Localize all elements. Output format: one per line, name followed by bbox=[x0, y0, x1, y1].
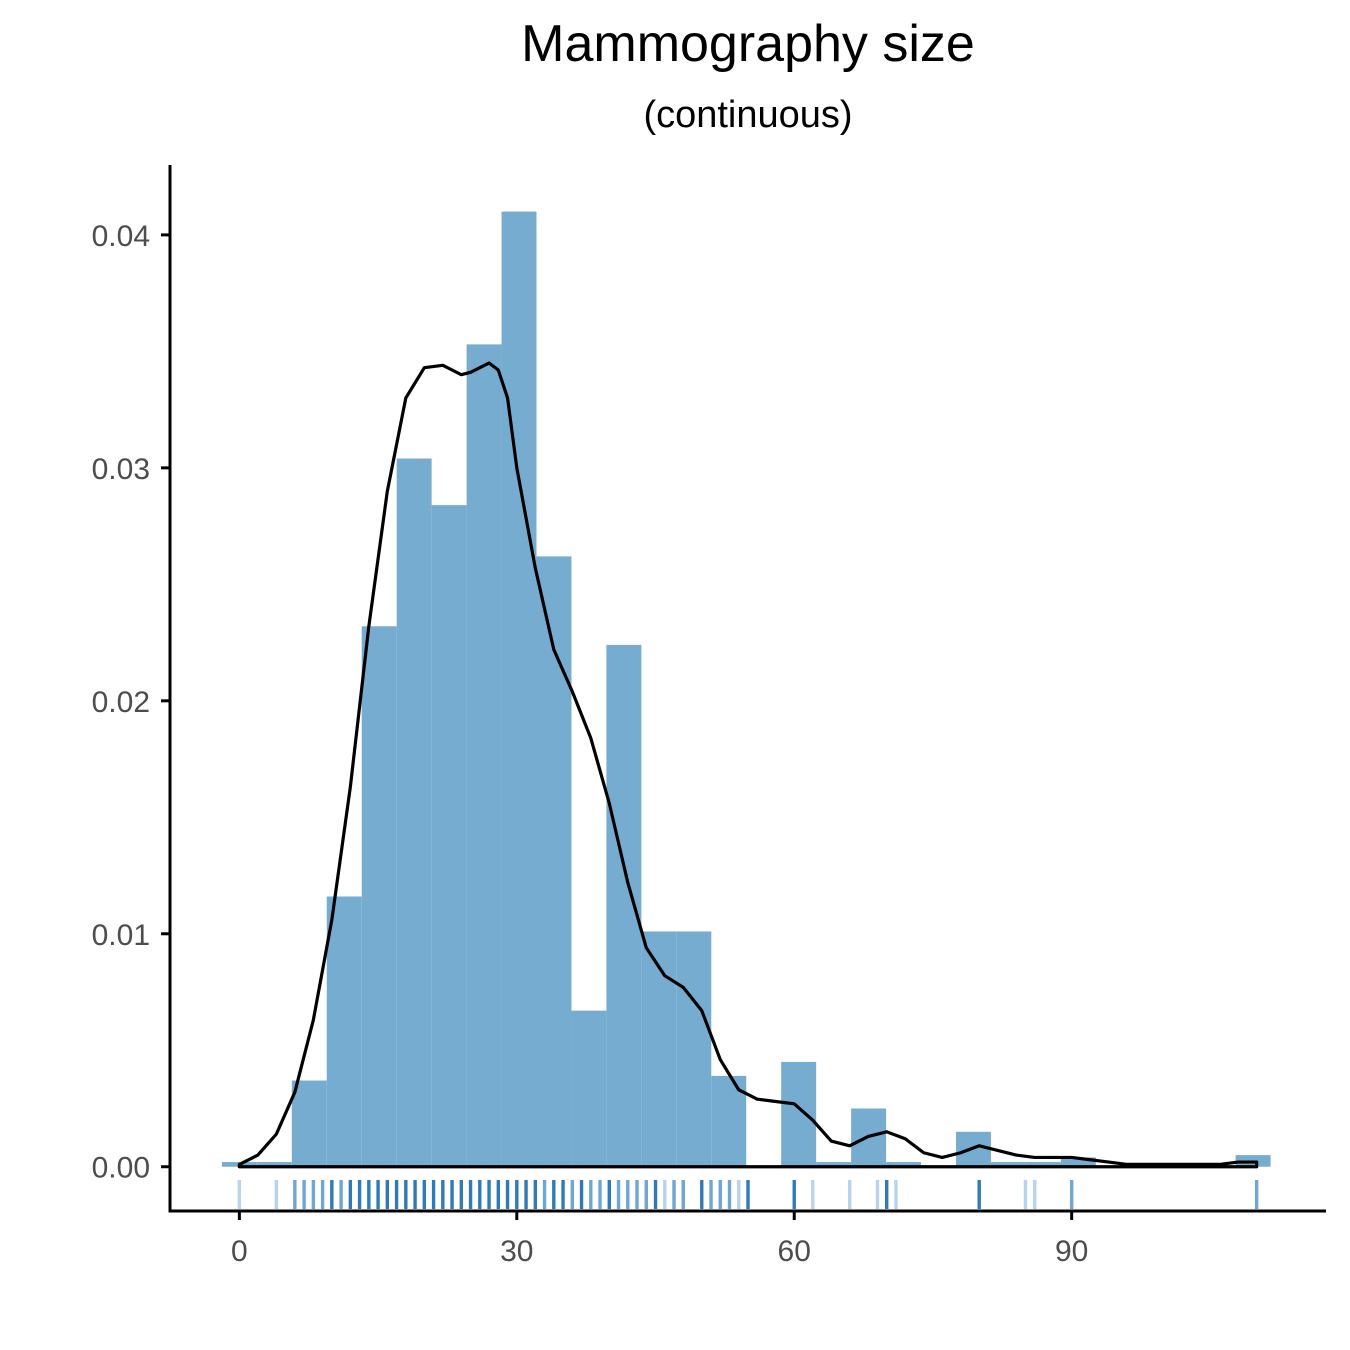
histogram-bar bbox=[990, 1162, 1026, 1167]
rug-marks bbox=[237, 1180, 1259, 1209]
histogram-bar bbox=[396, 458, 432, 1167]
histogram-bar bbox=[256, 1162, 292, 1167]
y-tick-label: 0.04 bbox=[92, 220, 150, 253]
y-tick-label: 0.03 bbox=[92, 453, 150, 486]
histogram-bar bbox=[816, 1162, 852, 1167]
x-tick-label: 60 bbox=[778, 1235, 811, 1268]
histogram-bar bbox=[1025, 1162, 1061, 1167]
chart-title: Mammography size bbox=[521, 15, 975, 73]
histogram-bar bbox=[536, 556, 572, 1167]
histogram-bar bbox=[361, 626, 397, 1167]
x-tick-label: 30 bbox=[500, 1235, 533, 1268]
histogram-bar bbox=[886, 1162, 922, 1167]
histogram-bar bbox=[571, 1010, 607, 1167]
histogram-bar bbox=[291, 1080, 327, 1167]
histogram-bar bbox=[1060, 1157, 1096, 1167]
density-curve-layer bbox=[237, 361, 1259, 1169]
x-tick-label: 0 bbox=[231, 1235, 248, 1268]
axes: 0.00 0.01 0.02 0.03 0.04 0 30 60 90 bbox=[92, 165, 1326, 1268]
chart-subtitle: (continuous) bbox=[643, 94, 853, 136]
histogram-bar bbox=[431, 505, 467, 1167]
histogram-bar bbox=[641, 931, 677, 1167]
y-tick-label: 0.01 bbox=[92, 919, 150, 952]
y-tick-label: 0.02 bbox=[92, 686, 150, 719]
histogram-bar bbox=[466, 344, 502, 1167]
x-tick-label: 90 bbox=[1055, 1235, 1088, 1268]
histogram-bar bbox=[501, 211, 537, 1167]
histogram-bar bbox=[781, 1061, 817, 1167]
y-tick-label: 0.00 bbox=[92, 1152, 150, 1185]
histogram-bars bbox=[221, 211, 1271, 1167]
histogram-bar bbox=[606, 644, 642, 1167]
histogram-bar bbox=[676, 931, 712, 1167]
density-curve bbox=[237, 361, 1259, 1169]
histogram-bar bbox=[326, 896, 362, 1167]
